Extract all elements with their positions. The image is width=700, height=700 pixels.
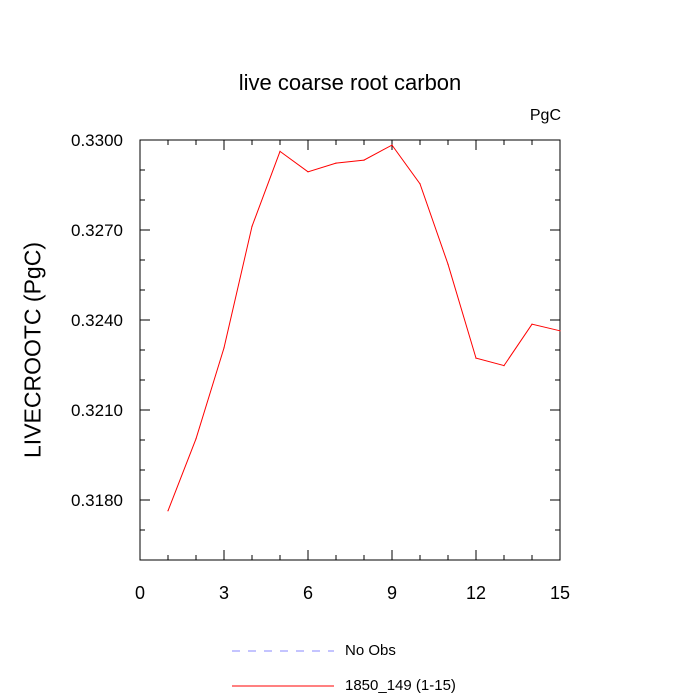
data-point bbox=[279, 150, 281, 152]
y-tick-label: 0.3270 bbox=[71, 221, 123, 240]
data-point bbox=[167, 510, 169, 512]
data-point bbox=[223, 347, 225, 349]
data-point bbox=[531, 323, 533, 325]
legend-label-series: 1850_149 (1-15) bbox=[345, 677, 456, 694]
data-point bbox=[335, 162, 337, 164]
legend-label-no-obs: No Obs bbox=[345, 642, 396, 659]
plot-frame bbox=[139, 139, 561, 561]
y-tick-label: 0.3210 bbox=[71, 401, 123, 420]
data-point bbox=[195, 438, 197, 440]
x-tick-label: 0 bbox=[135, 583, 145, 603]
data-point bbox=[447, 263, 449, 265]
legend-lines bbox=[232, 650, 334, 687]
x-tick-label: 12 bbox=[466, 583, 486, 603]
axis-ticks: 0 3 6 9 12 15 0.3180 0.3210 0.3240 0.3270 0.3300 bbox=[71, 131, 570, 603]
data-point bbox=[475, 357, 477, 359]
series-line bbox=[167, 144, 561, 511]
x-tick-label: 3 bbox=[219, 583, 229, 603]
units-label: PgC bbox=[529, 107, 561, 124]
y-tick-label: 0.3240 bbox=[71, 311, 123, 330]
y-tick-label: 0.3300 bbox=[71, 131, 123, 150]
x-tick-label: 9 bbox=[387, 583, 397, 603]
data-point bbox=[419, 183, 421, 185]
data-point bbox=[363, 159, 365, 161]
y-tick-label: 0.3180 bbox=[71, 491, 123, 510]
x-tick-label: 15 bbox=[550, 583, 570, 603]
data-point bbox=[391, 144, 393, 146]
series-layer bbox=[167, 144, 561, 512]
data-point bbox=[251, 225, 253, 227]
data-point bbox=[559, 330, 561, 332]
data-point bbox=[307, 171, 309, 173]
x-tick-label: 6 bbox=[303, 583, 313, 603]
data-point bbox=[503, 365, 505, 367]
chart-title: live coarse root carbon bbox=[238, 70, 462, 95]
y-axis-label: LIVECROOTC (PgC) bbox=[19, 242, 46, 458]
